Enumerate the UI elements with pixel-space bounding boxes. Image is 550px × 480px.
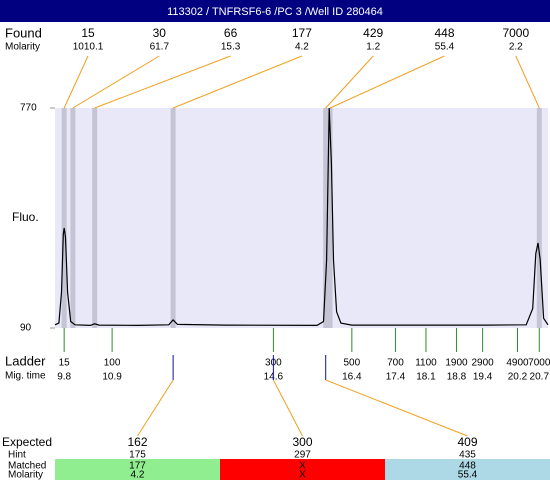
found-size: 448 [434,26,454,40]
expected-hint: 435 [459,450,476,461]
header-title: 113302 / TNFRSF6-6 /PC 3 /Well ID 280464 [167,6,383,18]
ladder-size: 2900 [471,358,494,369]
ladder-time: 18.8 [447,372,467,383]
expected-connector [272,379,303,437]
ladder-time: 17.4 [386,372,406,383]
ladder-time: 20.2 [508,372,528,383]
match-cell [55,459,220,480]
found-size: 66 [224,26,238,40]
found-label: Found [5,25,42,40]
ladder-time: 9.8 [57,372,71,383]
peak-band [61,108,67,328]
ladder-time: 16.4 [342,372,362,383]
peak-connector [329,55,445,109]
peak-band [170,108,176,328]
found-molarity: 2.2 [509,42,523,53]
expected-molarity: 55.4 [458,470,478,480]
expected-hint: 175 [129,450,146,461]
ladder-time: 18.1 [416,372,436,383]
found-molarity: 55.4 [435,42,455,53]
peak-connector [515,55,540,109]
molarity-label: Molarity [5,42,40,53]
found-molarity: 1.2 [366,42,380,53]
peak-band [92,108,98,328]
ladder-size: 4900 [506,358,529,369]
expected-hint: 297 [294,450,311,461]
found-molarity: 1010.1 [73,42,104,53]
expected-matched: X [299,461,306,472]
y-tick-label: 90 [20,323,32,334]
expected-matched: 177 [129,461,146,472]
ladder-size: 1900 [445,358,468,369]
expected-expected: 300 [292,435,312,449]
y-tick-label: 770 [20,103,37,114]
expected-molarity: X [299,470,306,480]
peak-band [70,108,76,328]
ladder-size: 1100 [415,358,437,369]
peak-connector [94,55,231,109]
ladder-size: 100 [104,358,121,369]
ladder-time: 10.9 [102,372,122,383]
trace [54,107,549,327]
expected-molarity: 4.2 [131,470,145,480]
y-axis-label: Fluo. [12,210,39,224]
match-cell [220,459,385,480]
row-label: Matched [8,461,46,472]
peak-band [536,108,542,328]
ladder-size: 7000 [528,358,550,369]
found-size: 30 [153,26,167,40]
ladder-size: 15 [59,358,71,369]
match-cell [385,459,550,480]
ladder-size: 700 [387,358,404,369]
mig-time-label: Mig. time [5,371,46,382]
peak-connector [63,55,89,109]
expected-expected: 409 [457,435,477,449]
plot-area [55,108,548,328]
peak-connector [172,55,303,109]
found-size: 429 [363,26,383,40]
found-molarity: 61.7 [150,42,170,53]
peak-band [323,108,329,328]
row-label: Expected [2,435,52,449]
ladder-time: 19.4 [473,372,493,383]
found-size: 7000 [502,26,529,40]
ladder-label: Ladder [5,353,46,368]
expected-connector [137,379,174,437]
found-size: 15 [81,26,95,40]
expected-expected: 162 [127,435,147,449]
row-label: Molarity [8,470,43,480]
header-bar [0,0,550,22]
found-molarity: 4.2 [295,42,309,53]
found-molarity: 15.3 [221,42,241,53]
expected-connector [325,379,468,437]
row-label: Hint [8,450,26,461]
peak-connector [325,55,374,109]
peak-band [327,108,333,328]
found-size: 177 [292,26,312,40]
ladder-time: 20.7 [530,372,550,383]
ladder-size: 500 [344,358,361,369]
peak-connector [72,55,160,109]
expected-matched: 448 [459,461,476,472]
